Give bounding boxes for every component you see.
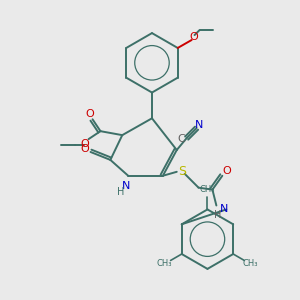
Text: C: C [177,134,185,144]
Text: O: O [189,32,198,42]
Text: O: O [222,166,231,176]
Text: CH₃: CH₃ [243,260,258,268]
Text: CH₃: CH₃ [157,260,172,268]
Text: N: N [122,181,130,191]
Text: H: H [117,187,124,196]
Text: N: N [195,120,204,130]
Text: O: O [80,144,89,154]
Text: CH₃: CH₃ [200,185,215,194]
Text: H: H [214,210,221,220]
Text: N: N [220,204,229,214]
Text: O: O [80,139,89,149]
Text: S: S [178,165,186,178]
Text: O: O [85,109,94,119]
